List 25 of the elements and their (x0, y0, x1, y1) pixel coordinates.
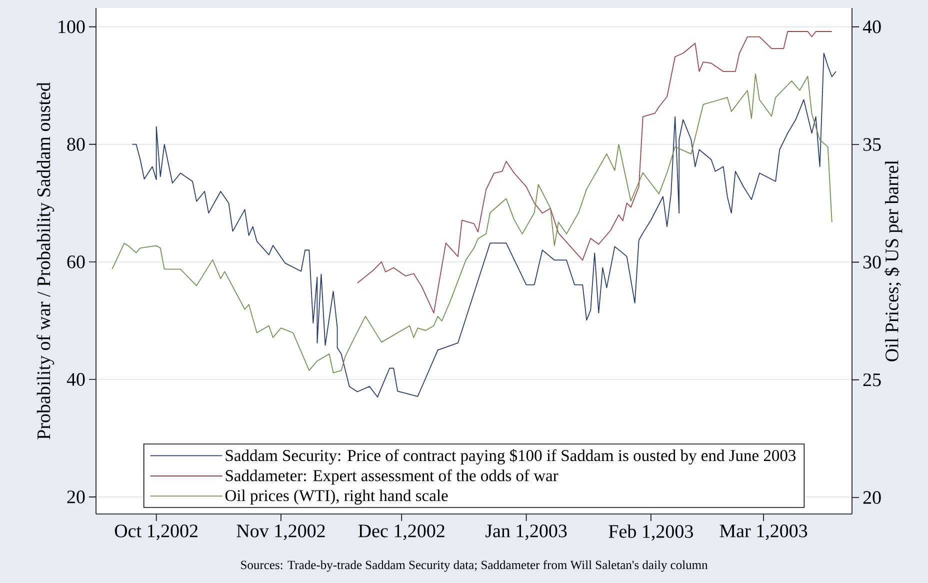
x-tick-label: Oct 1,2002 (114, 524, 198, 540)
y-axis-title: Probability of war / Probability Saddam ousted (36, 82, 54, 440)
legend-label: Saddam Security: Price of contract paying $100 if Saddam is ousted by end June 2003 (226, 449, 796, 465)
x-tick-label: Nov 1,2002 (236, 524, 325, 540)
y2-tick-label: 25 (863, 373, 881, 386)
x-tick-label: Feb 1,2003 (608, 524, 693, 541)
source-note: Sources: Trade-by-trade Saddam Security data; Saddameter from Will Saletan's daily column (241, 560, 708, 572)
line-series (132, 52, 836, 398)
legend-label: Saddameter: Expert assessment of the odds of war (226, 469, 558, 485)
line-series (356, 31, 832, 314)
legend-label: Oil prices (WTI), right hand scale (225, 490, 448, 505)
y2-tick-label: 20 (863, 491, 881, 504)
line-series (112, 73, 832, 374)
y2-axis-title: Oil Prices; $ US per barrel (884, 160, 902, 362)
y2-tick-label: 35 (863, 138, 881, 151)
y2-tick-label: 40 (862, 20, 881, 34)
y-tick-label: 20 (67, 490, 85, 504)
y-tick-label: 100 (58, 20, 85, 34)
x-tick-label: Dec 1,2002 (358, 524, 444, 540)
y2-tick-label: 30 (863, 256, 881, 269)
x-tick-label: Mar 1,2003 (720, 524, 808, 540)
x-tick-label: Jan 1,2003 (486, 524, 567, 540)
y-tick-label: 40 (66, 373, 85, 386)
y-tick-label: 60 (67, 255, 85, 268)
y-tick-label: 80 (67, 138, 85, 151)
